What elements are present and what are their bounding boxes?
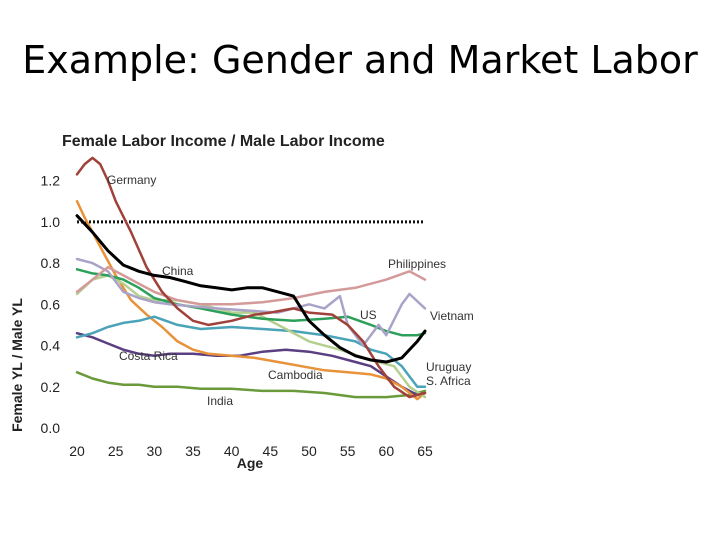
x-tick-label: 65	[417, 443, 433, 459]
x-tick-label: 40	[224, 443, 240, 459]
x-axis-ticks: 20 25 30 35 40 45 50 55 60 65	[69, 443, 433, 459]
x-tick-label: 50	[301, 443, 317, 459]
x-tick-label: 55	[340, 443, 356, 459]
series-line-uruguay	[75, 315, 427, 389]
series-group	[75, 156, 427, 401]
y-tick-label: 0.8	[41, 255, 61, 271]
series-labels: Germany China Philippines Vietnam US UruguayS…	[107, 173, 474, 408]
x-tick-label: 20	[69, 443, 85, 459]
line-chart: Female Labor Income / Male Labor Income …	[9, 133, 474, 471]
series-line-philippines	[75, 265, 427, 306]
y-tick-label: 1.0	[41, 214, 61, 230]
slide-title: Example: Gender and Market Labor	[22, 38, 698, 82]
y-axis-title: Female YL / Male YL	[9, 298, 25, 432]
series-label: Philippines	[388, 257, 446, 271]
y-tick-label: 0.4	[41, 338, 61, 354]
y-tick-label: 0.0	[41, 420, 61, 436]
series-label: India	[207, 394, 233, 408]
y-tick-label: 1.2	[41, 173, 61, 189]
chart-title: Female Labor Income / Male Labor Income	[62, 133, 385, 150]
series-line-germany	[75, 156, 427, 399]
series-label: Germany	[107, 173, 156, 187]
series-label: US	[360, 308, 377, 322]
x-tick-label: 45	[263, 443, 279, 459]
chart: Female Labor Income / Male Labor Income …	[0, 120, 720, 540]
x-tick-label: 30	[147, 443, 163, 459]
series-label: Cambodia	[268, 368, 323, 382]
x-tick-label: 60	[379, 443, 395, 459]
y-tick-label: 0.6	[41, 296, 61, 312]
series-line-china	[75, 214, 427, 364]
y-axis-ticks: 0.0 0.2 0.4 0.6 0.8 1.0 1.2	[41, 173, 61, 436]
series-line-vietnam	[75, 257, 427, 347]
series-label: China	[162, 264, 194, 278]
series-line-india	[75, 371, 427, 399]
series-label: Costa Rica	[119, 349, 178, 363]
x-tick-label: 35	[185, 443, 201, 459]
x-tick-label: 25	[108, 443, 124, 459]
y-tick-label: 0.2	[41, 379, 61, 395]
series-label: S. Africa	[426, 374, 471, 388]
series-label: Vietnam	[430, 309, 474, 323]
series-label: Uruguay	[426, 360, 471, 374]
x-axis-title: Age	[237, 455, 264, 471]
